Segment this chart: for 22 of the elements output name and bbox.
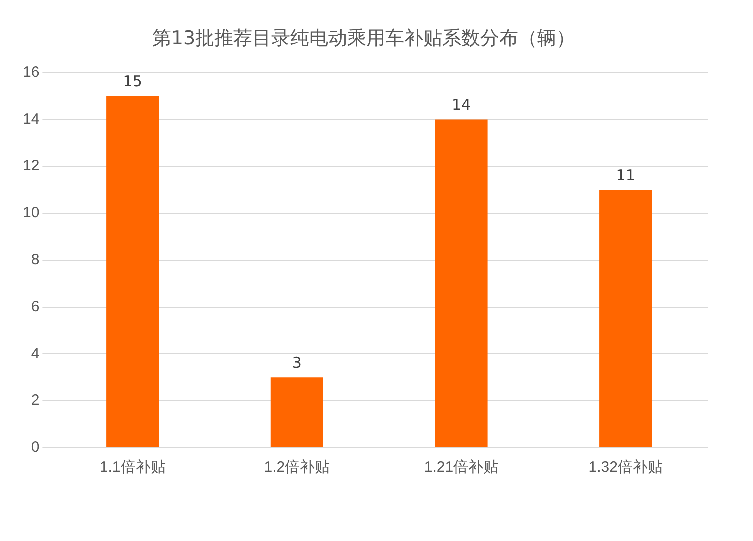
y-tick-label: 0 xyxy=(31,439,40,456)
y-tick-label: 2 xyxy=(31,392,40,410)
bar xyxy=(600,190,652,448)
data-label: 14 xyxy=(452,96,472,114)
x-tick-label: 1.1倍补贴 xyxy=(100,459,166,476)
x-tick-label: 1.21倍补贴 xyxy=(424,459,499,476)
y-tick-label: 16 xyxy=(22,64,40,81)
y-tick-label: 4 xyxy=(31,345,40,362)
data-label: 3 xyxy=(292,354,302,372)
bar xyxy=(270,378,324,448)
y-tick-label: 14 xyxy=(22,110,40,128)
y-tick-label: 12 xyxy=(22,158,40,175)
data-label: 11 xyxy=(616,166,636,184)
chart-title: 第13批推荐目录纯电动乘用车补贴系数分布（辆） xyxy=(152,27,576,50)
data-label: 15 xyxy=(123,72,142,91)
bar xyxy=(106,96,160,448)
bar xyxy=(435,120,488,448)
y-tick-label: 10 xyxy=(22,204,40,222)
y-tick-label: 8 xyxy=(31,252,40,269)
x-tick-label: 1.32倍补贴 xyxy=(588,459,663,476)
y-tick-label: 6 xyxy=(31,298,40,316)
x-tick-label: 1.2倍补贴 xyxy=(264,459,330,476)
